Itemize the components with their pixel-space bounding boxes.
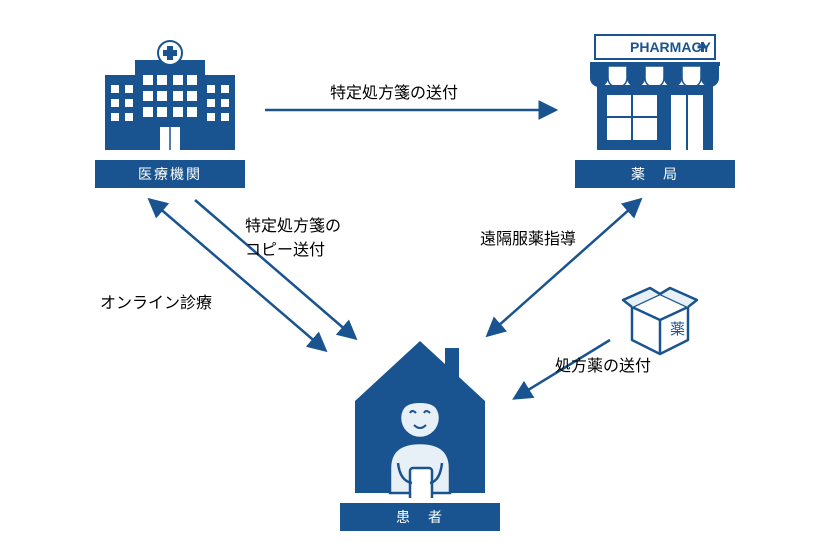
edge-line-3 <box>488 200 640 335</box>
edge-label-0: 特定処方箋の送付 <box>330 82 458 106</box>
patient-label: 患 者 <box>340 503 500 531</box>
hospital-icon <box>95 35 245 155</box>
node-patient: 患 者 <box>340 323 500 531</box>
edge-label-3: 遠隔服薬指導 <box>480 228 576 252</box>
edge-label-1: オンライン診療 <box>100 292 212 316</box>
node-box: 薬 <box>620 282 700 362</box>
box-icon: 薬 <box>620 282 700 357</box>
edge-label-4: 処方薬の送付 <box>555 355 651 379</box>
pharmacy-icon: PHARMACY <box>575 30 735 155</box>
node-pharmacy: PHARMACY 薬 局 <box>575 30 735 188</box>
box-label-text: 薬 <box>670 321 685 338</box>
hospital-label: 医療機関 <box>95 160 245 188</box>
edge-label-2: 特定処方箋のコピー送付 <box>245 215 341 263</box>
node-hospital: 医療機関 <box>95 35 245 188</box>
patient-house-icon <box>340 323 500 498</box>
pharmacy-label: 薬 局 <box>575 160 735 188</box>
